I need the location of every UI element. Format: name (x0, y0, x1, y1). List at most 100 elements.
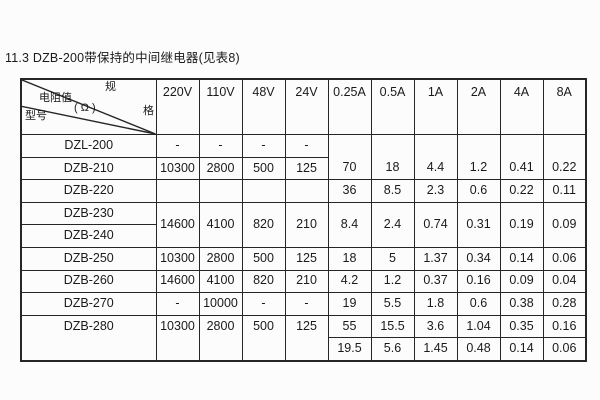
column-header-24v: 24V (284, 78, 329, 135)
table-cell (284, 179, 329, 203)
table-cell: 5.5 (370, 292, 415, 316)
table-cell: 820 (241, 269, 286, 294)
table-cell: 0.22 (542, 133, 587, 181)
table-cell: 2.3 (413, 179, 458, 203)
row-label: DZB-230 (20, 201, 157, 226)
table-cell: 10300 (155, 314, 200, 362)
row-label: DZB-240 (20, 224, 157, 248)
table-cell: 0.22 (499, 179, 544, 203)
column-header-220v: 220V (155, 78, 200, 135)
row-label: DZB-220 (20, 179, 157, 203)
table-cell: 0.6 (456, 292, 501, 316)
table-cell: 0.06 (542, 337, 587, 362)
table-cell: - (198, 134, 243, 158)
table-row-dzb230: DZB-230 14600 4100 820 210 8.4 2.4 0.74 … (20, 201, 587, 248)
column-header-05a: 0.5A (370, 78, 415, 135)
table-cell: 820 (241, 201, 286, 248)
table-cell: 19 (327, 292, 372, 316)
table-cell: 0.6 (456, 179, 501, 203)
table-cell: 10300 (155, 156, 200, 181)
table-cell: 125 (284, 314, 329, 362)
table-cell: 0.41 (499, 133, 544, 181)
corner-label-model: 型号 (25, 110, 47, 122)
header-row: 规 格 电阻值 ( Ω ) 型号 220V 110V 48V 24V 0.25A… (20, 78, 587, 135)
table-cell: 0.14 (499, 246, 544, 271)
table-row-dzb280-second: 19.5 5.6 1.45 0.48 0.14 0.06 (21, 337, 587, 362)
corner-header-cell: 规 格 电阻值 ( Ω ) 型号 (20, 78, 157, 135)
row-label: DZB-280 (20, 314, 157, 362)
table-cell: 1.04 (456, 314, 501, 339)
table-cell: 2.4 (370, 201, 415, 248)
corner-label-ohm-unit: ( Ω ) (74, 102, 96, 114)
table-cell: 125 (284, 246, 329, 271)
table-cell: 210 (284, 201, 329, 248)
table-cell: 2800 (198, 156, 243, 181)
table-row-dzb250: DZB-250 10300 2800 500 125 18 5 1.37 0.3… (20, 246, 587, 271)
table-cell: 0.11 (542, 179, 587, 203)
table-cell: 0.04 (542, 269, 587, 294)
column-header-110v: 110V (198, 78, 243, 135)
table-cell: 500 (241, 246, 286, 271)
column-header-8a: 8A (542, 78, 587, 135)
table-cell: - (241, 292, 286, 316)
table-cell: 18 (370, 133, 415, 181)
row-label: DZL-200 (20, 134, 157, 158)
table-cell: 0.74 (413, 201, 458, 248)
table-cell: 4.4 (413, 133, 458, 181)
table-cell: 0.34 (456, 246, 501, 271)
table-cell: 2800 (198, 314, 243, 362)
table-cell: 0.06 (542, 246, 587, 271)
table-cell: - (241, 134, 286, 158)
table-cell: 0.09 (542, 201, 587, 248)
table-cell: 0.16 (456, 269, 501, 294)
table-cell: 0.38 (499, 292, 544, 316)
table-cell (241, 179, 286, 203)
table-cell: 1.2 (370, 269, 415, 294)
table-row-dzb220: DZB-220 36 8.5 2.3 0.6 0.22 0.11 (20, 179, 587, 203)
table-cell: 0.09 (499, 269, 544, 294)
table-cell: 14600 (155, 201, 200, 248)
table-cell: 1.2 (456, 133, 501, 181)
table-cell: - (155, 134, 200, 158)
relay-spec-table: 规 格 电阻值 ( Ω ) 型号 220V 110V 48V 24V 0.25A… (20, 78, 587, 362)
table-cell: 2800 (198, 246, 243, 271)
table-cell: 0.35 (499, 314, 544, 339)
table-cell: 15.5 (370, 314, 415, 339)
table-cell: 1.8 (413, 292, 458, 316)
table-row-dzl200: DZL-200 - - - - 70 18 4.4 1.2 0.41 0.22 (20, 133, 587, 181)
table-row-dzb270: DZB-270 - 10000 - - 19 5.5 1.8 0.6 0.38 … (20, 292, 587, 316)
table-cell: - (284, 292, 329, 316)
table-cell: 19.5 (327, 337, 372, 362)
table-cell (155, 179, 200, 203)
table-cell: - (284, 134, 329, 158)
table-cell: 0.16 (542, 314, 587, 339)
column-header-2a: 2A (456, 78, 501, 135)
table-row-dzb210: DZB-210 10300 2800 500 125 (20, 156, 586, 181)
table-cell: - (155, 292, 200, 316)
table-cell: 5.6 (370, 337, 415, 362)
corner-label-resistance: 电阻值 (39, 92, 72, 104)
corner-label-spec-top: 规 (105, 81, 116, 93)
table-cell: 55 (327, 314, 372, 339)
table-cell: 0.19 (499, 201, 544, 248)
table-cell (198, 179, 243, 203)
column-header-48v: 48V (241, 78, 286, 135)
table-cell: 3.6 (413, 314, 458, 339)
table-cell: 70 (327, 133, 372, 181)
table-cell: 8.4 (327, 201, 372, 248)
table-cell: 0.37 (413, 269, 458, 294)
table-cell: 0.31 (456, 201, 501, 248)
table-cell: 36 (327, 179, 372, 203)
table-cell: 8.5 (370, 179, 415, 203)
table-cell: 4100 (198, 201, 243, 248)
column-header-4a: 4A (499, 78, 544, 135)
table-cell: 4.2 (327, 269, 372, 294)
row-label: DZB-210 (20, 156, 157, 181)
table-cell: 500 (241, 314, 286, 362)
table-cell: 18 (327, 246, 372, 271)
table-cell: 4100 (198, 269, 243, 294)
table-cell: 1.45 (413, 337, 458, 362)
table-cell: 1.37 (413, 246, 458, 271)
table-cell: 0.48 (456, 337, 501, 362)
table-cell: 14600 (155, 269, 200, 294)
